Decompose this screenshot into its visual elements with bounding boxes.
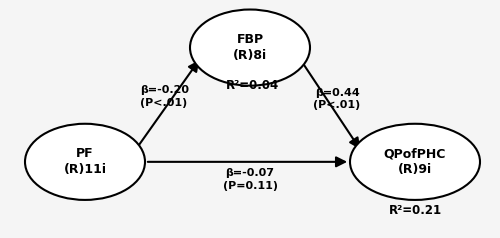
Text: FBP
(R)8i: FBP (R)8i — [233, 33, 267, 62]
Ellipse shape — [350, 124, 480, 200]
Text: R²=0.04: R²=0.04 — [226, 79, 279, 92]
Text: QPofPHC
(R)9i: QPofPHC (R)9i — [384, 147, 446, 176]
Text: β=0.44
(P<.01): β=0.44 (P<.01) — [313, 88, 360, 110]
Text: R²=0.21: R²=0.21 — [388, 204, 442, 217]
Text: β=-0.20
(P<.01): β=-0.20 (P<.01) — [140, 85, 189, 108]
Ellipse shape — [190, 10, 310, 86]
Ellipse shape — [25, 124, 145, 200]
Text: β=-0.07
(P=0.11): β=-0.07 (P=0.11) — [222, 169, 278, 191]
Text: PF
(R)11i: PF (R)11i — [64, 147, 106, 176]
